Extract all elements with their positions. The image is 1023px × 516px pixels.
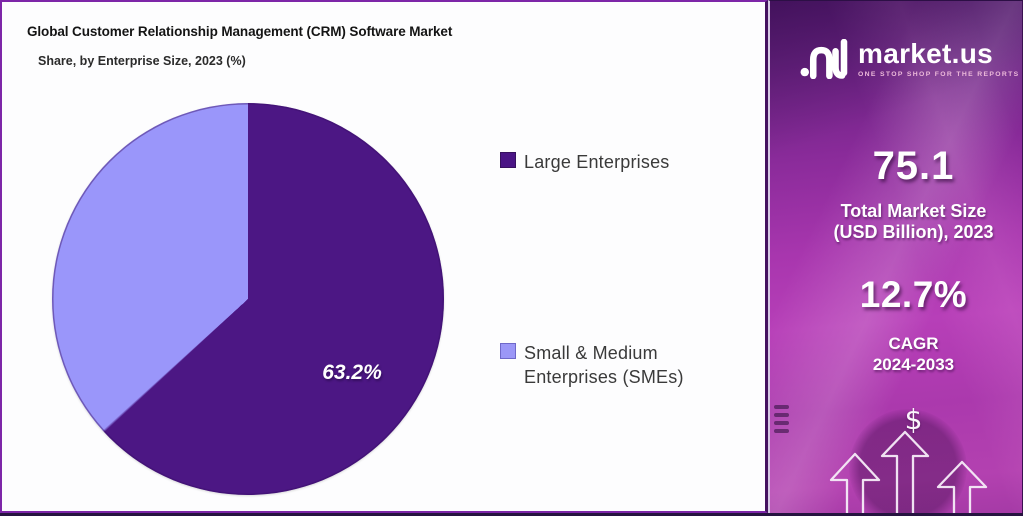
legend-swatch-large-enterprises [500,152,516,168]
legend-label: Small & Medium Enterprises (SMEs) [524,341,684,389]
brand-tagline: ONE STOP SHOP FOR THE REPORTS [858,71,1020,78]
stat-market-size-label-line2: (USD Billion), 2023 [833,222,994,242]
legend-item-large-enterprises: Large Enterprises [500,150,669,174]
growth-arrows-icon [829,430,988,513]
legend-label-line2: Enterprises (SMEs) [524,367,684,387]
stat-cagr-label: CAGR 2024-2033 [810,333,1017,375]
stat-market-size-label: Total Market Size (USD Billion), 2023 [810,201,1017,243]
legend-swatch-smes [500,343,516,359]
brand-logo: market.us ONE STOP SHOP FOR THE REPORTS [800,39,1020,79]
legend-item-smes: Small & Medium Enterprises (SMEs) [500,341,684,389]
market-us-logo-icon [800,39,848,79]
stat-market-size-value: 75.1 [872,144,955,188]
chart-panel: Global Customer Relationship Management … [0,0,768,513]
stat-cagr-value: 12.7% [859,274,968,315]
texture-dashes-decoration [774,405,789,433]
coin-circle-decoration [849,409,967,513]
legend-label: Large Enterprises [524,152,670,172]
brand-sidebar: market.us ONE STOP SHOP FOR THE REPORTS … [768,0,1023,513]
stat-market-size-label-line1: Total Market Size [840,201,987,221]
stat-cagr-label-line2: 2024-2033 [872,355,955,374]
legend-label-line1: Small & Medium [524,343,658,363]
pie-chart: 63.2% [52,103,444,495]
chart-title: Global Customer Relationship Management … [27,24,453,39]
brand-name: market.us [858,38,993,69]
stat-cagr-label-line1: CAGR [888,334,939,353]
dollar-sign-icon: $ [904,403,923,436]
chart-subtitle: Share, by Enterprise Size, 2023 (%) [38,54,246,68]
pie-slice-data-label: 63.2% [322,361,382,384]
